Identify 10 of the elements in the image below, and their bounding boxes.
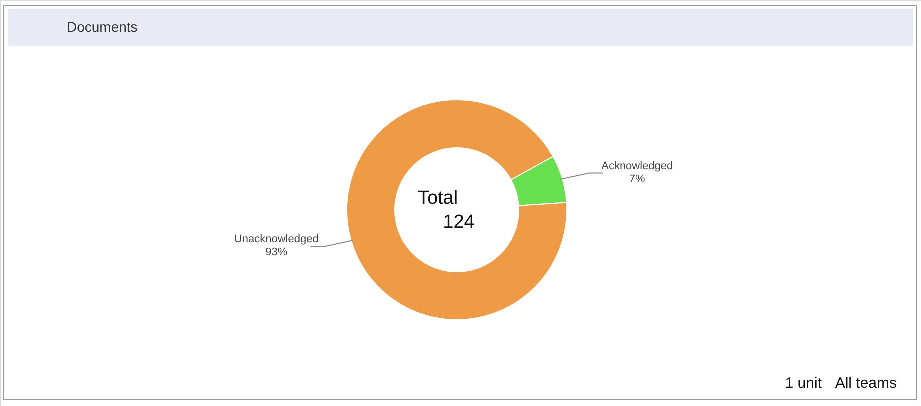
text: 1 unit (785, 375, 823, 392)
text: 124 (443, 212, 476, 233)
slice-label: Unacknowledged (234, 234, 319, 246)
text: Total (418, 188, 458, 209)
data-label: 93% (266, 246, 288, 259)
data-label: 7% (629, 173, 646, 186)
text: All teams (835, 375, 897, 392)
donut-slice (346, 100, 568, 320)
text: Documents (67, 19, 138, 35)
slice-label: Acknowledged (602, 160, 674, 172)
